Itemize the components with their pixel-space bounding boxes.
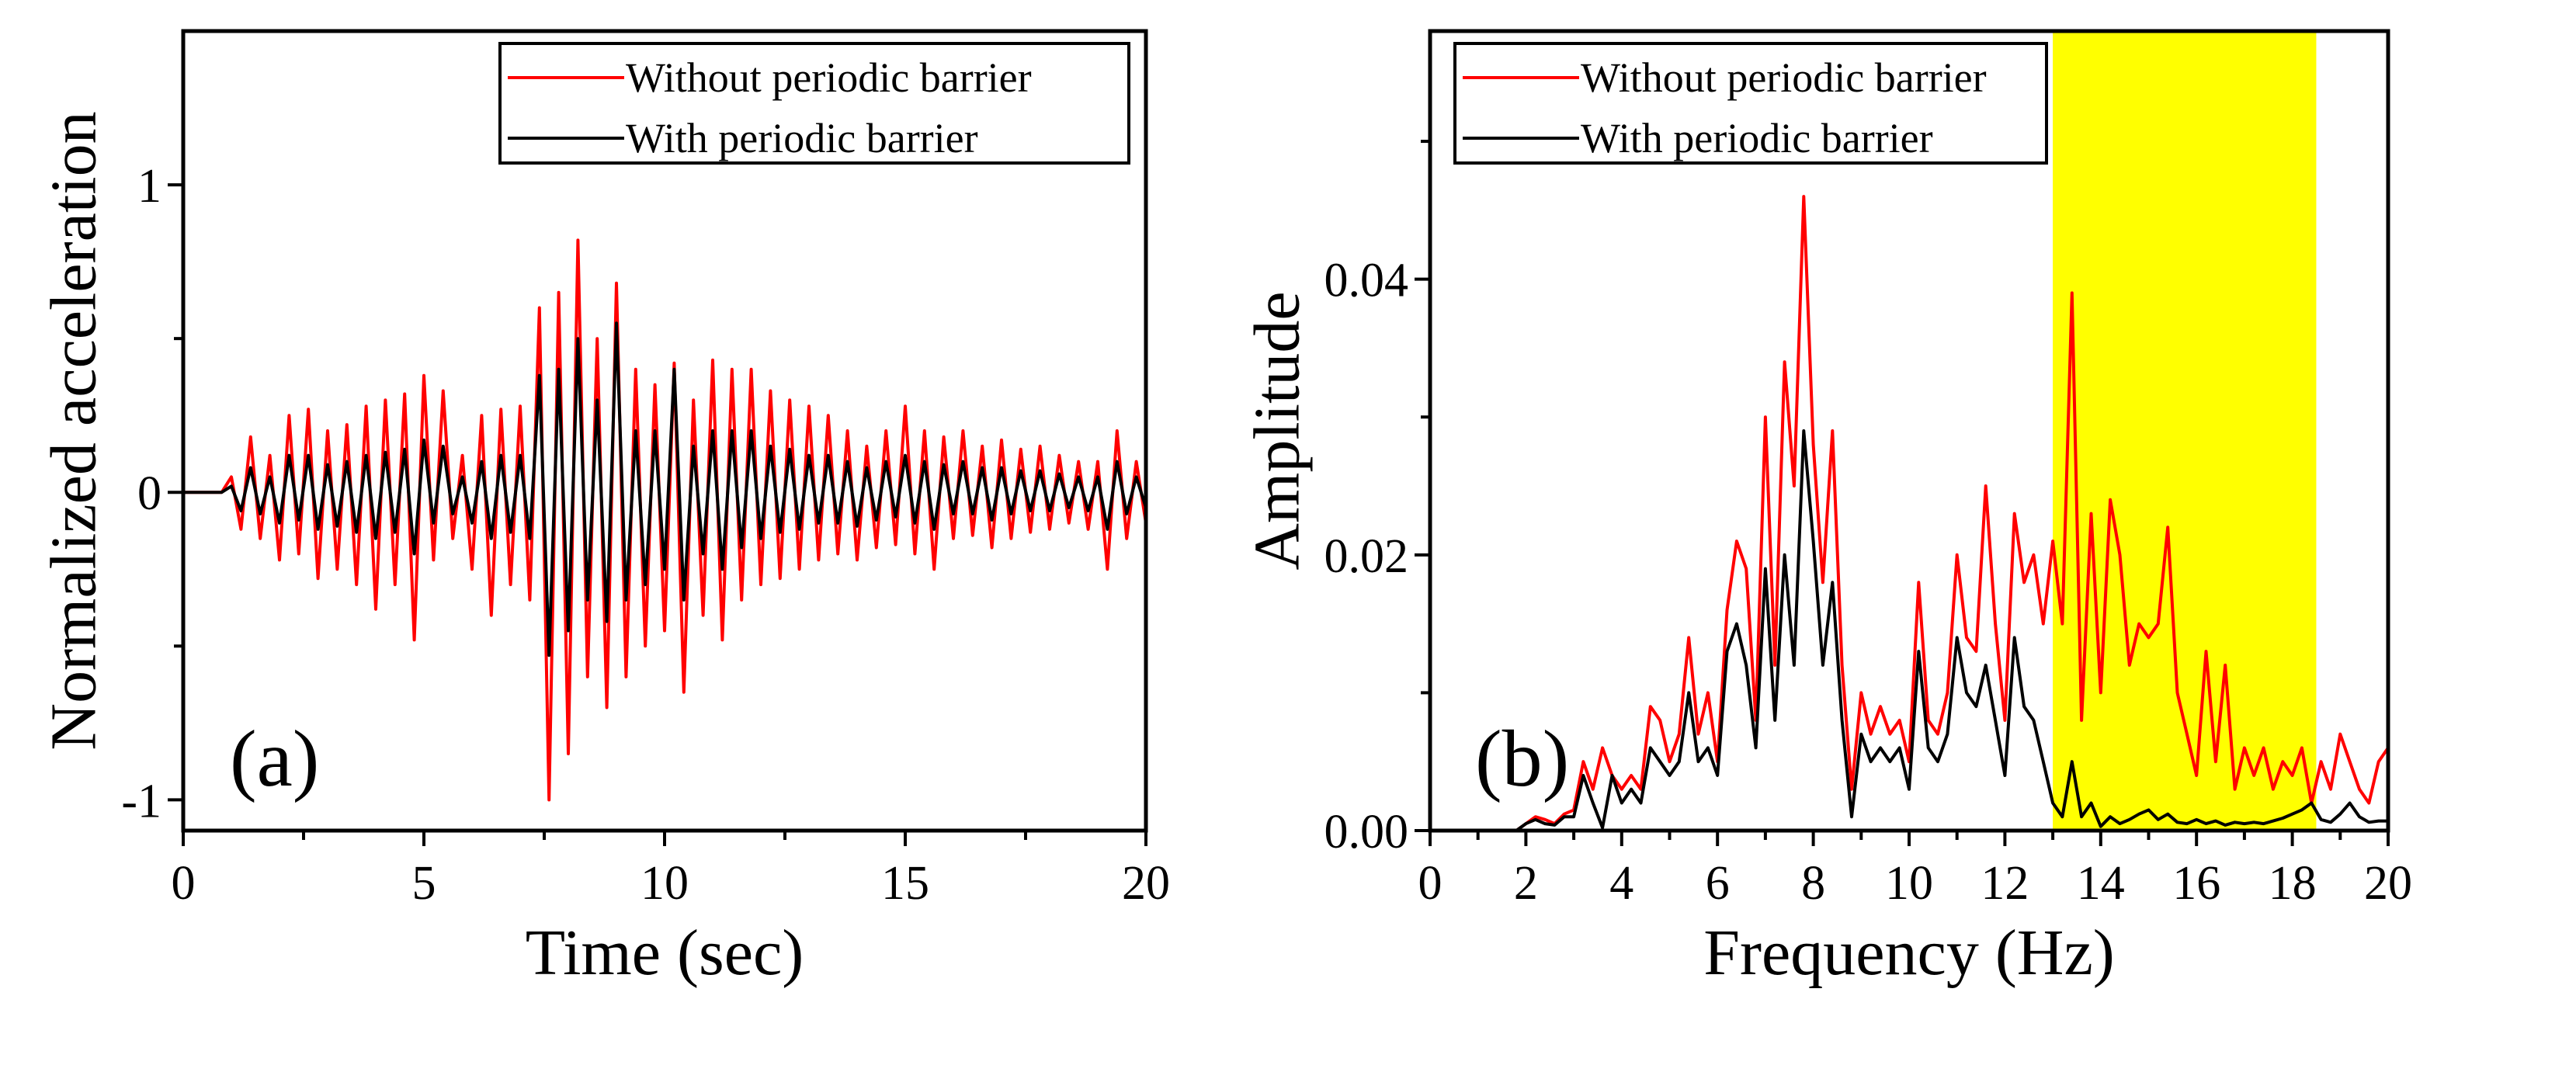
chart-panel-b: 0 2 4 6 8 10 12 14 16 18 20 0.00 0.02 0.04 Frequency (… bbox=[1241, 29, 2412, 989]
x-tick-label: 8 bbox=[1801, 857, 1825, 910]
highlight-band bbox=[2053, 31, 2317, 831]
x-tick-label: 0 bbox=[1418, 857, 1442, 910]
legend-label: Without periodic barrier bbox=[1581, 54, 1987, 101]
legend: Without periodic barrier With periodic ba… bbox=[1453, 42, 2048, 165]
y-tick-label: 0.00 bbox=[1324, 806, 1409, 859]
y-tick-label: 0.04 bbox=[1324, 255, 1409, 307]
panel-label: (a) bbox=[230, 714, 319, 803]
x-tick-label: 18 bbox=[2269, 857, 2317, 910]
series-line-with-barrier bbox=[1430, 429, 2388, 832]
series-line-without-barrier bbox=[1430, 195, 2390, 832]
x-tick-label: 10 bbox=[1885, 857, 1933, 910]
x-tick-label: 12 bbox=[1981, 857, 2029, 910]
y-tick-label: 0.02 bbox=[1324, 530, 1409, 583]
x-tick-label: 5 bbox=[412, 857, 436, 910]
x-tick-label: 15 bbox=[881, 857, 929, 910]
y-axis-title: Amplitude bbox=[1241, 291, 1314, 570]
legend-label: With periodic barrier bbox=[1581, 115, 1933, 161]
x-tick-label: 16 bbox=[2172, 857, 2220, 910]
series-line-without-barrier bbox=[183, 238, 1147, 802]
legend-label: With periodic barrier bbox=[626, 115, 978, 161]
x-tick-label: 6 bbox=[1706, 857, 1730, 910]
x-axis-title: Time (sec) bbox=[526, 917, 804, 989]
legend-box bbox=[1453, 42, 2048, 165]
x-tick-label: 0 bbox=[172, 857, 196, 910]
x-tick-label: 20 bbox=[2364, 857, 2412, 910]
x-tick-label: 14 bbox=[2077, 857, 2125, 910]
y-axis-title: Normalized acceleration bbox=[38, 111, 110, 750]
x-tick-label: 4 bbox=[1609, 857, 1633, 910]
x-tick-label: 2 bbox=[1514, 857, 1538, 910]
y-tick-label: -1 bbox=[121, 775, 161, 827]
legend-box bbox=[498, 42, 1130, 165]
panel-label: (b) bbox=[1475, 714, 1569, 803]
series-line-with-barrier bbox=[183, 321, 1147, 657]
legend: Without periodic barrier With periodic ba… bbox=[498, 42, 1130, 165]
y-tick-label: 0 bbox=[137, 467, 161, 520]
legend-label: Without periodic barrier bbox=[626, 54, 1032, 101]
x-tick-label: 20 bbox=[1122, 857, 1170, 910]
x-tick-label: 10 bbox=[641, 857, 689, 910]
y-tick-label: 1 bbox=[137, 160, 161, 213]
x-axis-title: Frequency (Hz) bbox=[1703, 917, 2114, 989]
